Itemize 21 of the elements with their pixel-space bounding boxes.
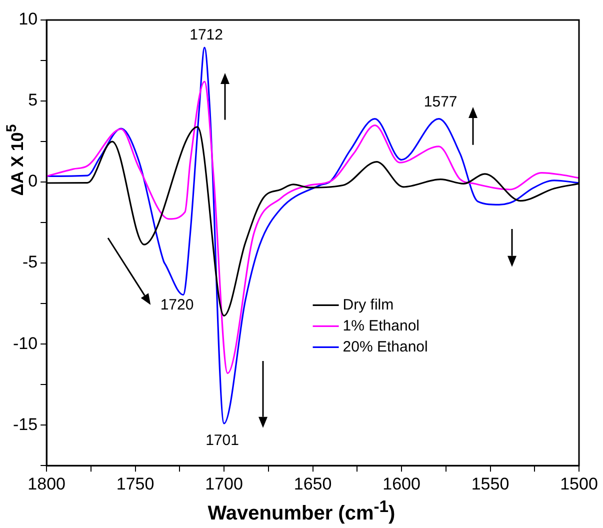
x-tick-label: 1700	[205, 474, 243, 494]
annotation: 1712	[190, 26, 223, 44]
y-tick-label: 5	[28, 90, 38, 110]
x-axis-title: Wavenumber (cm$^{-1}$)	[206, 497, 396, 526]
x-tick-label: 1800	[28, 474, 66, 494]
annotation: 1577	[424, 94, 458, 111]
y-tick-label: -5	[22, 252, 38, 272]
y-tick-label: 10	[18, 10, 38, 29]
x-tick-label: 1650	[294, 474, 332, 494]
legend-label: 1% Ethanol	[342, 317, 420, 334]
annotation: 1720	[160, 296, 194, 314]
y-tick-label: 0	[28, 172, 38, 191]
x-tick-label: 1600	[382, 474, 420, 494]
legend-label: Dry film	[342, 296, 394, 314]
x-tick-label: 1500	[560, 474, 598, 494]
y-tick-label: -10	[12, 334, 38, 353]
legend-label: 20% Ethanol	[342, 338, 428, 356]
x-tick-label: 1550	[471, 474, 510, 494]
annotation: 1701	[206, 432, 239, 450]
y-tick-label: -15	[12, 414, 38, 434]
x-tick-label: 1750	[116, 474, 154, 494]
